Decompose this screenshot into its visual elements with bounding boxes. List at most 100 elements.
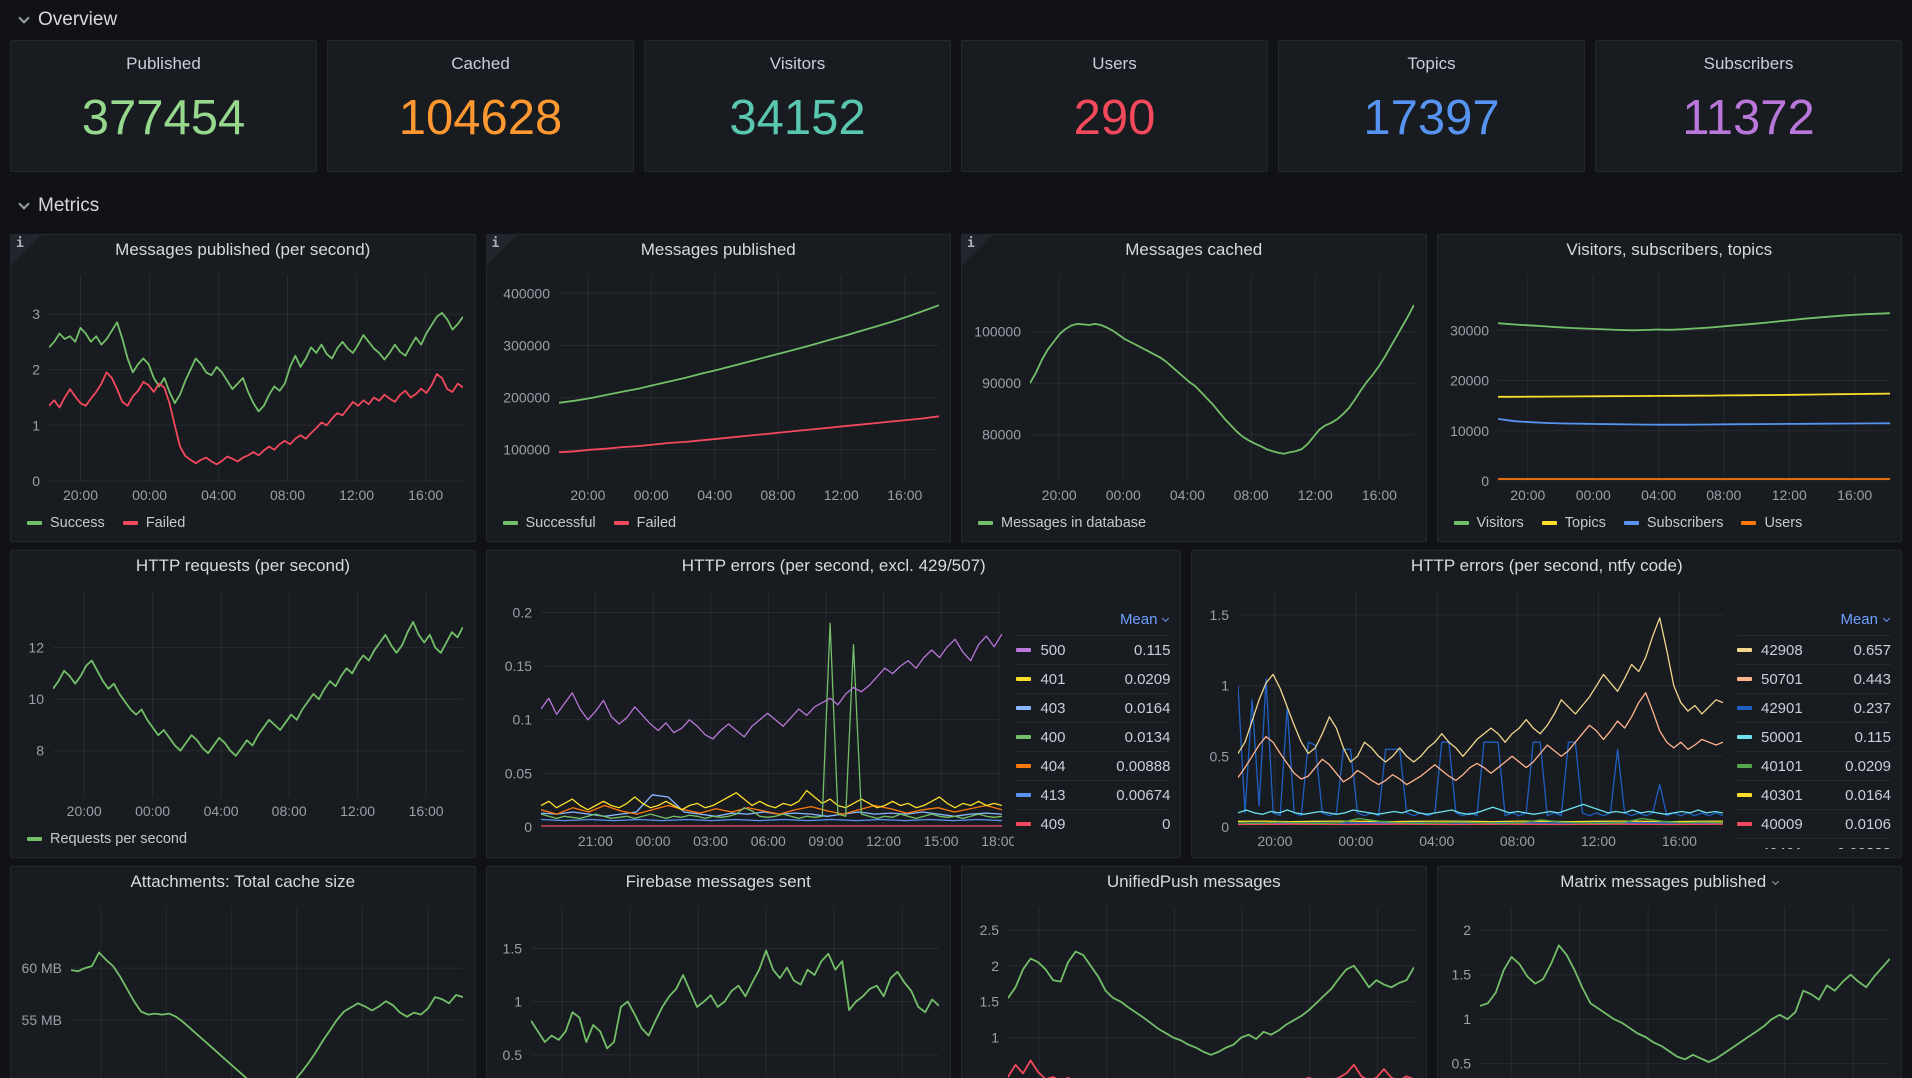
table-row[interactable]: 50701 0.443	[1737, 664, 1891, 693]
legend-item[interactable]: Failed	[613, 515, 677, 531]
table-row[interactable]: 403 0.0164	[1016, 693, 1171, 722]
legend-item[interactable]: Users	[1741, 515, 1802, 531]
series-color-swatch	[502, 521, 518, 525]
legend-item[interactable]: Topics	[1541, 515, 1606, 531]
legend-item[interactable]: Failed	[122, 515, 185, 531]
section-header-overview[interactable]: Overview	[0, 0, 1912, 40]
section-header-metrics[interactable]: Metrics	[0, 186, 1912, 226]
svg-text:20:00: 20:00	[1510, 487, 1545, 503]
series-mean-value: 0.657	[1853, 641, 1891, 659]
series-color-swatch	[1737, 764, 1752, 768]
svg-text:20000: 20000	[1450, 373, 1489, 389]
stat-value: 17397	[1363, 90, 1500, 145]
legend-item[interactable]: Visitors	[1453, 515, 1524, 531]
table-row[interactable]: 409 0	[1016, 809, 1171, 838]
panel-title[interactable]: Visitors, subscribers, topics	[1566, 240, 1773, 259]
mean-sort-header[interactable]: Mean	[1016, 609, 1170, 635]
stat-title: Users	[1092, 54, 1137, 73]
table-row[interactable]: 413 0.00674	[1016, 780, 1171, 809]
series-color-swatch	[978, 521, 993, 525]
panel-title[interactable]: HTTP errors (per second, ntfy code)	[1410, 556, 1683, 575]
time-series-chart[interactable]: 0 1 2 3 20:00 00:00 04:00 08:00 12:00 16:00	[11, 265, 475, 507]
svg-text:04:00: 04:00	[204, 803, 239, 819]
info-icon[interactable]: i	[486, 235, 517, 265]
time-series-chart[interactable]: 100000 200000 300000 400000 20:00 00:00 04:00 0…	[487, 265, 951, 507]
svg-text:12:00: 12:00	[1771, 487, 1806, 503]
table-row[interactable]: 40101 0.0209	[1737, 751, 1891, 780]
table-row[interactable]: 40401 0.00888	[1737, 838, 1891, 849]
legend-item[interactable]: Subscribers	[1623, 515, 1723, 531]
legend-item[interactable]: Successful	[502, 515, 596, 531]
series-label: 401	[1040, 670, 1066, 688]
svg-text:09:00: 09:00	[808, 833, 843, 849]
mean-sort-header[interactable]: Mean	[1737, 609, 1891, 635]
series-color-swatch	[1016, 822, 1032, 826]
info-icon[interactable]: i	[11, 235, 41, 265]
series-color-swatch	[1737, 677, 1752, 681]
table-row[interactable]: 40009 0.0106	[1737, 809, 1891, 838]
panel-title[interactable]: Attachments: Total cache size	[130, 872, 356, 891]
svg-text:0.15: 0.15	[505, 658, 532, 674]
chart-legend: Messages in database	[962, 511, 1426, 541]
table-row[interactable]: 400 0.0134	[1016, 722, 1171, 751]
table-row[interactable]: 42908 0.657	[1737, 635, 1891, 664]
time-series-chart[interactable]: 0 0.5 1 1.5 20:00 00:00 04:00 08:00 12:00 16:00	[1192, 581, 1735, 853]
series-label: 404	[1040, 757, 1066, 775]
stat-title: Cached	[451, 54, 510, 73]
stat-value: 11372	[1682, 90, 1815, 145]
panel-title[interactable]: HTTP requests (per second)	[135, 556, 351, 575]
series-color-swatch	[27, 837, 42, 841]
time-series-chart[interactable]: 8 10 12 20:00 00:00 04:00 08:00 12:00 16:00	[11, 581, 475, 823]
svg-text:0.5: 0.5	[1451, 1056, 1471, 1072]
svg-text:04:00: 04:00	[1170, 487, 1205, 503]
svg-text:21:00: 21:00	[578, 833, 613, 849]
svg-text:00:00: 00:00	[135, 803, 170, 819]
series-label: 40101	[1761, 757, 1803, 775]
svg-text:100000: 100000	[503, 442, 550, 458]
panel-title[interactable]: Messages published	[640, 240, 796, 259]
stat-value: 290	[1073, 90, 1156, 145]
series-label: 40009	[1761, 815, 1803, 833]
info-icon[interactable]: i	[962, 235, 992, 265]
table-row[interactable]: 401 0.0209	[1016, 664, 1171, 693]
svg-text:8: 8	[36, 743, 44, 759]
svg-text:0.05: 0.05	[505, 765, 532, 781]
legend-label: Failed	[636, 515, 677, 531]
panel-unifiedpush-messages: UnifiedPush messages 11.522.520:0000:000…	[961, 866, 1427, 1078]
legend-item[interactable]: Success	[27, 515, 105, 531]
svg-text:1.5: 1.5	[1451, 967, 1471, 983]
time-series-chart[interactable]: 0 0.05 0.1 0.15 0.2 21:00 00:00 03:00 06:00 09:00…	[487, 581, 1014, 853]
table-row[interactable]: 500 0.115	[1016, 635, 1171, 664]
panel-title[interactable]: Messages published (per second)	[115, 240, 371, 259]
svg-text:200000: 200000	[503, 390, 550, 406]
panel-menu-caret-icon[interactable]	[1772, 877, 1780, 885]
panel-title[interactable]: HTTP errors (per second, excl. 429/507)	[681, 556, 986, 575]
table-row[interactable]: 40301 0.0164	[1737, 780, 1891, 809]
table-row[interactable]: 404 0.00888	[1016, 751, 1171, 780]
series-color-swatch	[1737, 648, 1752, 652]
svg-text:08:00: 08:00	[1234, 487, 1269, 503]
series-color-swatch	[1016, 648, 1032, 652]
panel-title[interactable]: Matrix messages published	[1438, 867, 1902, 897]
stat-value: 377454	[81, 90, 246, 145]
stat-panel-published: Published 377454	[10, 40, 317, 172]
svg-text:20:00: 20:00	[1258, 833, 1293, 849]
panel-title[interactable]: Messages cached	[1125, 240, 1263, 259]
svg-text:0: 0	[1481, 473, 1489, 489]
legend-item[interactable]: Requests per second	[27, 831, 187, 847]
panel-title[interactable]: UnifiedPush messages	[1106, 872, 1281, 891]
time-series-chart[interactable]: 80000 90000 100000 20:00 00:00 04:00 08:00 12:0…	[962, 265, 1426, 507]
table-row[interactable]: 42901 0.237	[1737, 693, 1891, 722]
legend-item[interactable]: Messages in database	[978, 515, 1146, 531]
panel-messages-published-total: i Messages published 100000 200000 300000 4…	[485, 234, 951, 542]
mean-table: Mean 42908 0.657 50701 0.443 42901 0.237 50001 0…	[1737, 609, 1891, 849]
time-series-chart[interactable]: 0 10000 20000 30000 20:00 00:00 04:00 08:00 12:0…	[1438, 265, 1902, 507]
panel-title[interactable]: Firebase messages sent	[625, 872, 811, 891]
panel-firebase-messages: Firebase messages sent 0.511.520:0000:00…	[485, 866, 951, 1078]
svg-text:00:00: 00:00	[1106, 487, 1141, 503]
table-row[interactable]: 50001 0.115	[1737, 722, 1891, 751]
